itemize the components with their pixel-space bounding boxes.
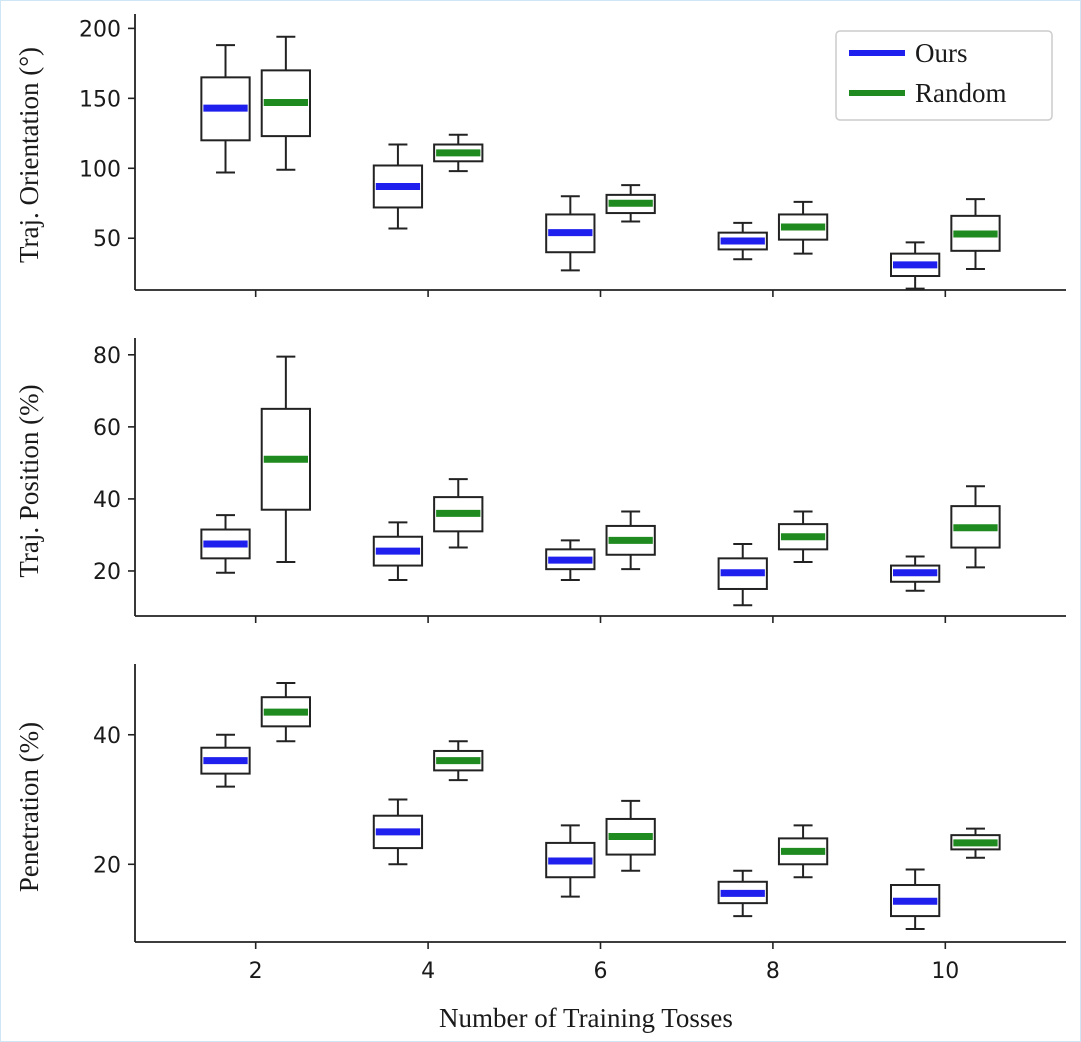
x-tick-label: 4: [421, 959, 435, 984]
orientation-panel: 50 100 150 200: [79, 14, 1066, 297]
ours-box-6: [545, 539, 596, 581]
random-box-8: [777, 510, 829, 563]
y-tick-label: 20: [93, 560, 121, 585]
random-box-8: [777, 824, 829, 879]
x-tick-label: 2: [249, 959, 263, 984]
ours-box-4: [372, 143, 424, 230]
x-tick-label: 8: [766, 959, 780, 984]
position-panel: 20 40 60 80: [93, 338, 1066, 623]
legend-random-label: Random: [915, 78, 1007, 108]
ours-box-10: [890, 868, 941, 931]
ours-box-8: [717, 542, 768, 607]
y-tick-label: 20: [93, 853, 121, 878]
random-box-10: [950, 198, 1001, 271]
ours-box-10: [890, 241, 941, 290]
orientation-y-axis-label: Traj. Orientation (°): [14, 47, 44, 263]
random-box-6: [605, 184, 656, 223]
x-tick-label: 10: [931, 959, 959, 984]
position-y-axis-label: Traj. Position (%): [14, 384, 44, 577]
ours-box-4: [372, 798, 424, 866]
random-box-6: [605, 510, 656, 571]
ours-box-8: [717, 869, 768, 918]
random-box-4: [433, 740, 484, 782]
random-box-6: [605, 799, 656, 872]
y-tick-label: 50: [93, 227, 121, 252]
random-box-2: [260, 355, 311, 563]
legend: Ours Random: [835, 30, 1053, 121]
y-tick-label: 80: [93, 344, 121, 369]
ours-box-2: [200, 733, 251, 788]
random-box-4: [433, 133, 484, 173]
y-tick-label: 60: [93, 416, 121, 441]
ours-box-4: [372, 521, 424, 581]
penetration-y-axis-label: Penetration (%): [14, 722, 44, 892]
random-box-2: [260, 681, 311, 743]
legend-ours-label: Ours: [915, 38, 968, 68]
y-tick-label: 40: [93, 488, 121, 513]
random-box-4: [433, 478, 484, 549]
random-box-8: [777, 200, 829, 255]
ours-box-10: [890, 555, 941, 592]
ours-box-2: [200, 44, 251, 174]
y-tick-label: 100: [79, 157, 121, 182]
penetration-panel: 20 40 2 4 6 8 10: [93, 664, 1066, 984]
y-tick-label: 200: [79, 17, 121, 42]
random-box-2: [260, 35, 311, 171]
y-tick-label: 150: [79, 87, 121, 112]
y-tick-label: 40: [93, 724, 121, 749]
random-box-10: [950, 485, 1001, 569]
ours-box-6: [545, 195, 596, 272]
x-axis-label: Number of Training Tosses: [439, 1003, 733, 1033]
ours-box-8: [717, 221, 768, 261]
random-box-10: [950, 827, 1001, 859]
x-tick-label: 6: [594, 959, 608, 984]
ours-box-6: [545, 824, 596, 898]
ours-box-2: [200, 514, 251, 574]
